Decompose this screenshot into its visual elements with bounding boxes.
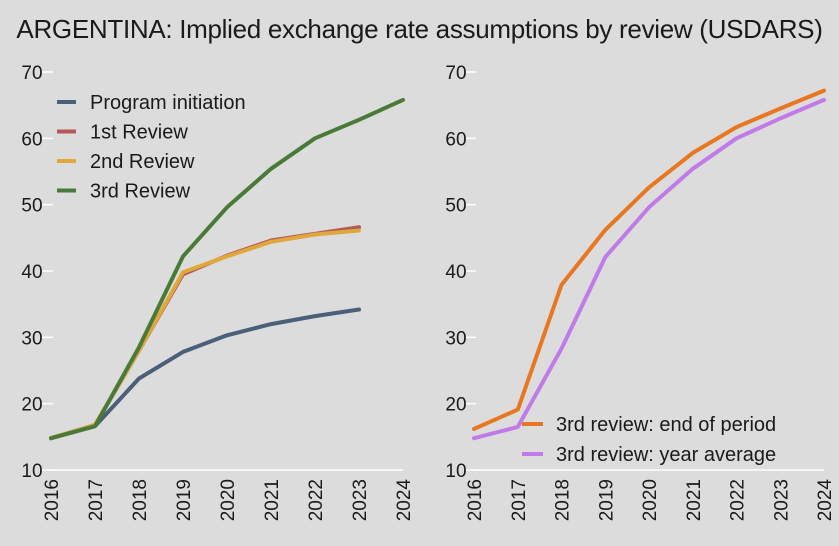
x-tick-label: 2023: [350, 479, 371, 521]
series-line-1-2: [49, 225, 361, 441]
legend-label: 3rd review: end of period: [556, 414, 776, 436]
y-tick-label: 10: [445, 461, 466, 482]
x-tick-label: 2018: [130, 479, 151, 521]
y-tick-label: 30: [445, 328, 466, 349]
y-tick-label: 70: [445, 63, 466, 84]
y-tick-label: 60: [445, 129, 466, 150]
legend-label: 3rd review: year average: [556, 444, 776, 466]
legend-label: 2nd Review: [90, 151, 195, 173]
x-tick-label: 2019: [596, 479, 617, 521]
legend-label: 3rd Review: [90, 181, 191, 203]
legend-label: Program initiation: [90, 92, 246, 114]
series-line-1-3: [49, 228, 361, 441]
x-tick-label: 2018: [553, 479, 574, 521]
legend-label: 1st Review: [90, 122, 188, 144]
y-tick-label: 60: [21, 129, 42, 150]
x-tick-label: 2023: [771, 479, 792, 521]
y-tick-label: 20: [445, 395, 466, 416]
x-tick-label: 2020: [218, 479, 239, 521]
x-tick-label: 2024: [815, 479, 836, 522]
x-tick-label: 2021: [262, 479, 283, 521]
x-tick-label: 2017: [86, 479, 107, 521]
series-line-2-2: [472, 97, 826, 441]
x-tick-label: 2017: [509, 479, 530, 521]
x-tick-label: 2022: [306, 479, 327, 521]
y-tick-label: 50: [445, 196, 466, 217]
x-tick-label: 2020: [640, 479, 661, 521]
y-tick-label: 20: [21, 395, 42, 416]
x-tick-label: 2019: [174, 479, 195, 521]
x-tick-label: 2024: [394, 479, 415, 522]
chart-title: ARGENTINA: Implied exchange rate assumpt…: [16, 14, 823, 44]
y-tick-label: 70: [21, 63, 42, 84]
x-tick-label: 2021: [684, 479, 705, 521]
series-line-1-1: [49, 307, 361, 441]
x-tick-label: 2016: [465, 479, 486, 521]
x-tick-label: 2022: [728, 479, 749, 521]
y-tick-label: 30: [21, 328, 42, 349]
series-line-1-4: [49, 97, 405, 441]
series-line-2-1: [472, 88, 826, 431]
y-tick-label: 50: [21, 196, 42, 217]
y-tick-label: 40: [21, 262, 42, 283]
x-tick-label: 2016: [42, 479, 63, 521]
y-tick-label: 10: [21, 461, 42, 482]
y-tick-label: 40: [445, 262, 466, 283]
